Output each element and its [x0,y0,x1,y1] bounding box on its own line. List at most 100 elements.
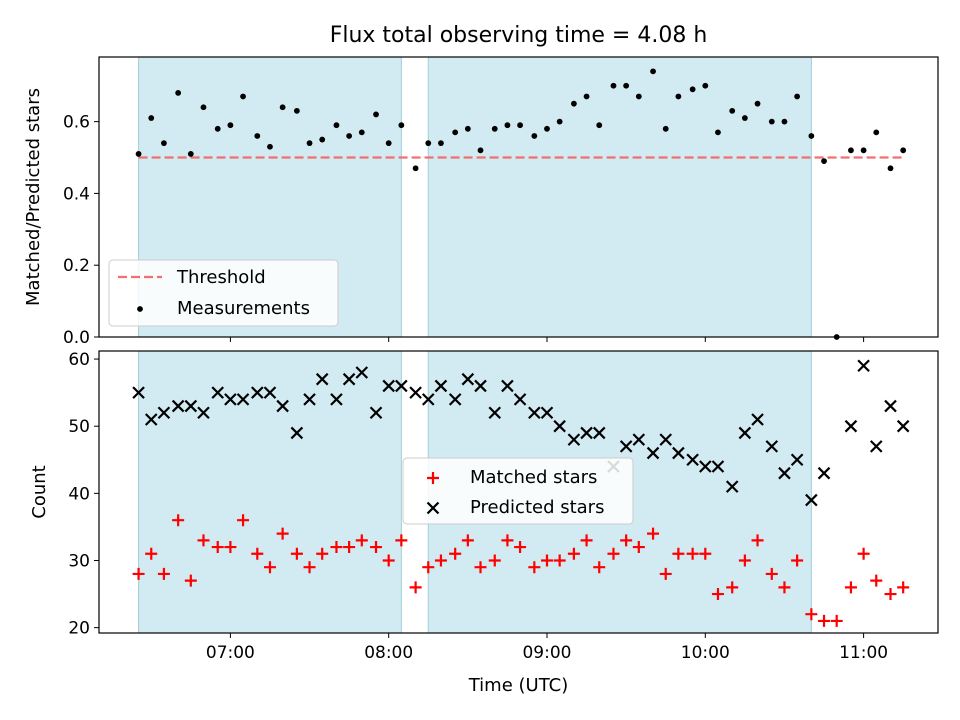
predicted-star-point [224,393,237,406]
predicted-star-point [488,406,502,420]
matched-star-point [461,534,474,547]
matched-star-point [132,567,145,580]
y-tick-label: 0.2 [63,256,90,276]
y-tick-label: 0.0 [63,328,90,348]
x-axis-label: Time (UTC) [468,675,569,696]
matched-star-point [251,547,264,560]
y-tick-label: 0.6 [63,113,90,133]
x-tick-label: 09:00 [522,643,571,663]
predicted-star-point [778,466,791,480]
measurement-point [491,125,498,132]
matched-star-point [330,541,343,554]
matched-star-point [409,581,422,594]
matched-star-point [382,554,395,567]
measurement-point [860,147,867,154]
matched-star-point [303,561,316,574]
matched-star-point [553,554,566,567]
predicted-star-point [448,393,462,406]
matched-star-point [778,581,791,594]
matched-star-point [818,614,831,627]
predicted-star-point [619,440,633,453]
predicted-star-point [869,440,883,453]
measurement-point [794,93,801,100]
predicted-star-point [646,446,660,460]
predicted-star-point [132,386,145,399]
measurement-point [768,118,775,125]
measurement-point [452,129,459,136]
predicted-star-point [157,406,171,420]
matched-star-point [370,541,383,554]
measurement-point [848,147,854,154]
matched-star-point [659,567,672,580]
matched-star-point [620,534,633,547]
measurement-point [517,122,523,129]
measurement-point [477,147,484,154]
matched-star-point [593,561,606,574]
legend-matched-swatch [427,472,439,484]
measurement-point [279,104,286,111]
predicted-star-point [528,406,541,420]
measurement-point [531,133,538,139]
matched-star-point [184,574,197,587]
matched-star-point [884,588,897,601]
predicted-star-point [330,393,343,406]
predicted-star-point [659,433,672,446]
y-tick-label: 20 [68,619,90,639]
legend-matched-label: Matched stars [470,467,597,488]
matched-star-point [870,574,883,587]
predicted-star-point [171,399,185,413]
bottom-legend-box [402,457,634,525]
measurement-point [358,129,365,136]
measurement-point [175,89,182,96]
predicted-star-point [236,393,250,406]
measurement-point [715,129,721,136]
predicted-star-point [567,433,581,446]
predicted-star-point [276,399,289,413]
matched-star-point [343,541,356,554]
measurement-point [214,125,221,132]
predicted-star-point [290,426,304,440]
measurement-point [781,118,788,125]
legend-threshold-label: Threshold [176,267,266,288]
top-legend: Threshold Measurements [108,259,339,327]
predicted-star-point [315,372,329,386]
predicted-star-point [461,372,475,386]
predicted-star-point [197,406,210,420]
measurement-point [662,125,669,132]
predicted-star-point [711,460,725,473]
measurement-point [161,140,167,147]
top-panel-y-axis-label: Matched/Predicted stars [23,88,44,306]
measurement-point [504,122,511,129]
top-legend-box [108,259,339,327]
measurement-point [373,111,379,118]
y-tick-label: 50 [68,417,90,437]
matched-star-point [157,567,170,580]
measurement-point [227,122,234,129]
predicted-star-point [369,406,383,420]
matched-star-point [567,547,580,560]
y-tick-label: 30 [68,551,90,571]
bottom-panel: 20 30 40 50 60 07:00 08:00 09:00 10:00 11:00 Match… [68,350,939,663]
y-tick-label: 40 [68,484,90,504]
x-tick-label: 07:00 [206,643,255,663]
matched-star-point [632,541,645,554]
matched-star-point [897,581,910,594]
measurement-point [319,136,326,143]
chart-title: Flux total observing time = 4.08 h [330,23,708,48]
matched-star-point [355,534,368,547]
measurement-point [346,133,353,139]
x-tick-label: 10:00 [681,643,730,663]
predicted-star-point [263,386,277,399]
matched-star-point [540,554,553,567]
predicted-star-point [144,413,158,426]
predicted-star-point [896,419,910,433]
matched-star-point [290,547,303,560]
matched-star-point [580,534,593,547]
predicted-star-point [355,366,369,379]
measurement-point [148,115,155,121]
measurement-point [267,143,273,150]
measurement-point [333,122,340,129]
matched-star-point [830,614,843,627]
matched-star-point [844,581,857,594]
predicted-star-point [580,426,593,440]
